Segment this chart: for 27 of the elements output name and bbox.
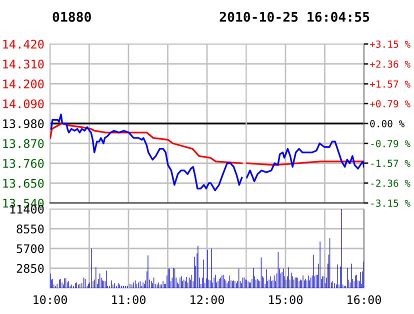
x-tick-label: 10:00: [34, 295, 68, 304]
y-tick-label: 14.090: [3, 99, 44, 108]
y-tick-label: 13.650: [3, 178, 44, 188]
text: +0.79 %: [370, 100, 410, 108]
y-tick-label: 2850: [16, 264, 44, 273]
y-tick-label: 14.200: [3, 80, 44, 88]
text: +2.36 %: [370, 60, 410, 68]
chart-subtitle: 2010-10-25 16:04:55: [220, 12, 370, 22]
text: 0.00 %: [370, 120, 405, 128]
y-tick-label: 13.870: [3, 139, 44, 148]
text: -2.36 %: [371, 180, 410, 187]
y-tick-label: 8550: [16, 224, 44, 234]
text: -3.15 %: [371, 200, 410, 207]
x-tick-label: 11:00: [112, 295, 146, 304]
y-tick-label: 5700: [16, 244, 44, 254]
y-tick-label: 14.310: [3, 60, 44, 69]
y-tick-label: 13.980: [3, 119, 44, 128]
text: +1.57 %: [370, 80, 410, 88]
y-tick-label: 13.760: [3, 159, 44, 168]
text: -0.79 %: [371, 140, 410, 148]
x-tick-label: 15:00: [269, 295, 303, 304]
text: -1.57 %: [371, 160, 410, 167]
y-tick-label: 14.420: [3, 40, 44, 49]
x-tick-label: 12:00: [190, 295, 224, 304]
x-tick-label: 16:00: [348, 295, 382, 304]
chart-title: 01880: [52, 12, 91, 22]
text: +3.15 %: [370, 40, 410, 48]
